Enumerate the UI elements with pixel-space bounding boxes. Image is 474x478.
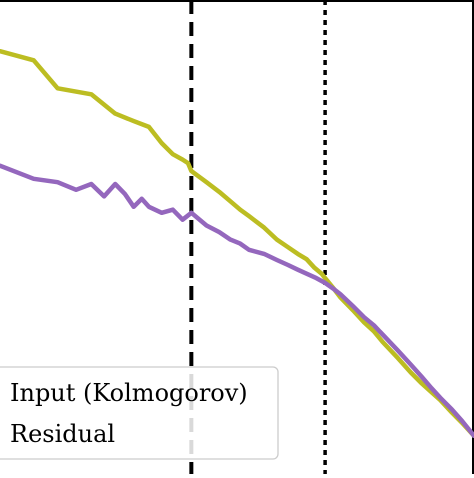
legend-entry-label: Input (Kolmogorov) xyxy=(10,379,248,407)
legend-entry-label: Residual xyxy=(10,420,115,448)
series-lines xyxy=(0,48,474,439)
legend: Input (Kolmogorov) Residual xyxy=(0,366,279,460)
vertical-reference-lines xyxy=(189,0,327,474)
series-line-input xyxy=(0,48,474,439)
legend-box xyxy=(0,366,279,460)
series-line-residual xyxy=(0,163,474,439)
